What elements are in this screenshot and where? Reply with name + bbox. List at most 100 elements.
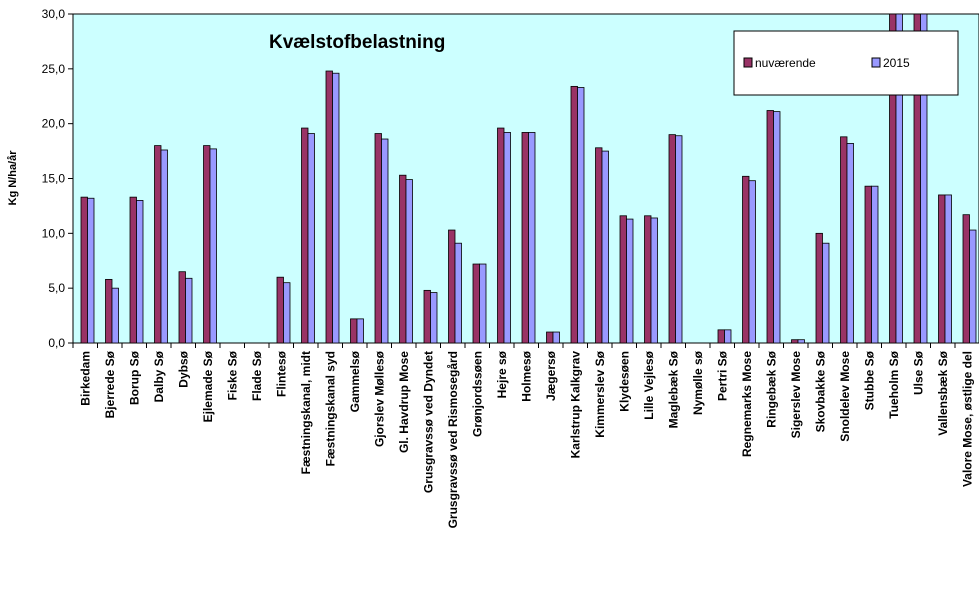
x-axis: Birkedam Bjerrede Sø Borup Sø Dalby Sø Dybsø…: [72, 343, 974, 528]
bar-nuv-rende-flintes: [276, 276, 284, 344]
x-tick-label-skovbakke-s: Skovbakke Sø: [813, 350, 827, 432]
bar-2015-stubbe-s: [871, 185, 879, 344]
bar-nuv-rende-pertri-s: [717, 329, 725, 344]
bar-nuv-rende-borup-s: [129, 196, 137, 344]
bar-2015-j-gers: [552, 331, 560, 344]
bar-2015-birkedam: [87, 197, 95, 344]
bar-nuv-rende-grusgravss-ved-dyndet: [423, 289, 431, 344]
x-tick-label-ejlemade-s: Ejlemade Sø: [201, 350, 215, 422]
bar-nuv-rende-skovbakke-s: [815, 232, 823, 344]
x-tick-label-lille-vejles: Lille Vejlesø: [642, 350, 656, 419]
bar-2015-vallensb-k-s: [944, 194, 952, 344]
y-tick-label: 25,0: [42, 62, 66, 76]
legend-swatch-2015: [871, 57, 881, 68]
x-tick-label-bjerrede-s: Bjerrede Sø: [103, 350, 117, 418]
bar-2015-dybs: [185, 277, 193, 344]
x-tick-label-valore-mose-stlige-del: Valore Mose, østlige del: [960, 351, 974, 487]
x-tick-label-karlstrup-kalkgrav: Karlstrup Kalkgrav: [568, 351, 582, 459]
bar-nuv-rende-bjerrede-s: [105, 278, 113, 344]
y-tick-label: 0,0: [48, 336, 65, 350]
bar-nuv-rende-klydes-en: [619, 215, 627, 344]
x-tick-label-flintes: Flintesø: [274, 350, 288, 397]
legend-box: [733, 30, 959, 96]
bar-nuv-rende-kimmerslev-s: [595, 147, 603, 344]
y-axis: 0,0 5,0 10,0 15,0 20,0 25,0 30,0: [42, 7, 73, 350]
legend-label-2015: 2015: [883, 56, 910, 70]
bar-nuv-rende-gammels: [350, 318, 358, 344]
bar-2015-flintes: [283, 282, 291, 344]
y-tick-label: 20,0: [42, 117, 66, 131]
x-tick-label-gjorslev-m-lles: Gjorslev Møllesø: [372, 350, 386, 447]
bar-nuv-rende-lille-vejles: [644, 215, 652, 344]
x-tick-label-nym-lle-s: Nymølle sø: [691, 350, 705, 415]
bar-2015-snoldelev-mose: [846, 143, 854, 344]
bar-nuv-rende-dybs: [178, 271, 186, 344]
x-tick-label-sigerslev-mose: Sigerslev Mose: [789, 351, 803, 439]
x-tick-label-snoldelev-mose: Snoldelev Mose: [838, 351, 852, 442]
bar-2015-karlstrup-kalkgrav: [577, 87, 585, 344]
bar-nuv-rende-hejre-s: [497, 127, 505, 344]
bar-2015-lille-vejles: [650, 217, 658, 344]
x-tick-label-f-stningskanal-midt: Fæstningskanal, midt: [299, 351, 313, 474]
x-tick-label-flade-s: Flade Sø: [250, 350, 264, 401]
bar-nuv-rende-valore-mose-stlige-del: [962, 214, 970, 344]
bar-nuv-rende-karlstrup-kalkgrav: [570, 85, 578, 344]
bar-2015-bjerrede-s: [111, 287, 119, 344]
bar-2015-holmes: [528, 132, 536, 344]
bar-2015-grusgravss-ved-dyndet: [430, 292, 438, 344]
x-tick-label-pertri-s: Pertri Sø: [715, 350, 729, 401]
x-tick-label-birkedam: Birkedam: [78, 351, 92, 406]
x-tick-label-kimmerslev-s: Kimmerslev Sø: [593, 350, 607, 437]
x-tick-label-klydes-en: Klydesøen: [617, 351, 631, 412]
bar-nuv-rende-ejlemade-s: [203, 145, 211, 344]
bar-2015-dalby-s: [160, 149, 168, 344]
bar-nuv-rende-snoldelev-mose: [840, 136, 848, 344]
x-tick-label-gr-njordss-en: Grønjordssøen: [470, 351, 484, 437]
bar-2015-gjorslev-m-lles: [381, 138, 389, 344]
x-tick-label-hejre-s: Hejre sø: [495, 350, 509, 398]
bars-layer: [80, 13, 977, 344]
bar-nuv-rende-ringeb-k-s: [766, 110, 774, 344]
x-tick-label-ulse-s: Ulse Sø: [911, 350, 925, 395]
bar-nuv-rende-magleb-k-s: [668, 134, 676, 344]
x-tick-label-borup-s: Borup Sø: [127, 350, 141, 405]
bar-nuv-rende-birkedam: [80, 196, 88, 344]
bar-2015-skovbakke-s: [822, 242, 830, 344]
bar-2015-ringeb-k-s: [773, 111, 781, 344]
bar-nuv-rende-f-stningskanal-midt: [301, 127, 309, 344]
bar-2015-valore-mose-stlige-del: [969, 229, 977, 344]
bar-2015-kimmerslev-s: [601, 150, 609, 344]
x-tick-label-tueholm-s: Tueholm Sø: [887, 350, 901, 418]
bar-2015-gl-havdrup-mose: [405, 179, 413, 344]
bar-nuv-rende-regnemarks-mose: [742, 175, 750, 344]
x-tick-label-grusgravss-ved-dyndet: Grusgravssø ved Dyndet: [421, 351, 435, 493]
bar-nuv-rende-sigerslev-mose: [791, 339, 799, 344]
y-tick-label: 10,0: [42, 226, 66, 240]
x-tick-label-grusgravss-ved-rismoseg-rd: Grusgravssø ved Rismosegård: [446, 351, 460, 528]
y-axis-label: Kg N/ha/år: [7, 150, 19, 206]
bar-2015-f-stningskanal-syd: [332, 72, 340, 344]
bar-nuv-rende-holmes: [521, 132, 529, 344]
bar-2015-pertri-s: [724, 329, 732, 344]
bar-nuv-rende-j-gers: [546, 331, 554, 344]
y-tick-label: 5,0: [48, 281, 65, 295]
y-tick-label: 30,0: [42, 7, 66, 21]
bar-2015-magleb-k-s: [675, 135, 683, 344]
bar-2015-f-stningskanal-midt: [307, 133, 315, 344]
bar-2015-klydes-en: [626, 218, 634, 344]
bar-nuv-rende-dalby-s: [154, 145, 162, 344]
bar-nuv-rende-f-stningskanal-syd: [325, 70, 333, 344]
bar-nuv-rende-grusgravss-ved-rismoseg-rd: [448, 229, 456, 344]
legend-swatch-nuvaerende: [743, 57, 753, 68]
x-tick-label-dalby-s: Dalby Sø: [152, 350, 166, 402]
x-tick-label-stubbe-s: Stubbe Sø: [862, 350, 876, 410]
x-tick-label-fiske-s: Fiske Sø: [225, 350, 239, 400]
legend-label-nuvaerende: nuværende: [755, 56, 816, 70]
x-tick-label-regnemarks-mose: Regnemarks Mose: [740, 351, 754, 457]
x-tick-label-j-gers: Jægersø: [544, 350, 558, 401]
bar-2015-gammels: [356, 318, 364, 344]
bar-2015-ulse-s: [920, 13, 928, 344]
bar-nuv-rende-stubbe-s: [864, 185, 872, 344]
bar-nuv-rende-gl-havdrup-mose: [399, 174, 407, 344]
